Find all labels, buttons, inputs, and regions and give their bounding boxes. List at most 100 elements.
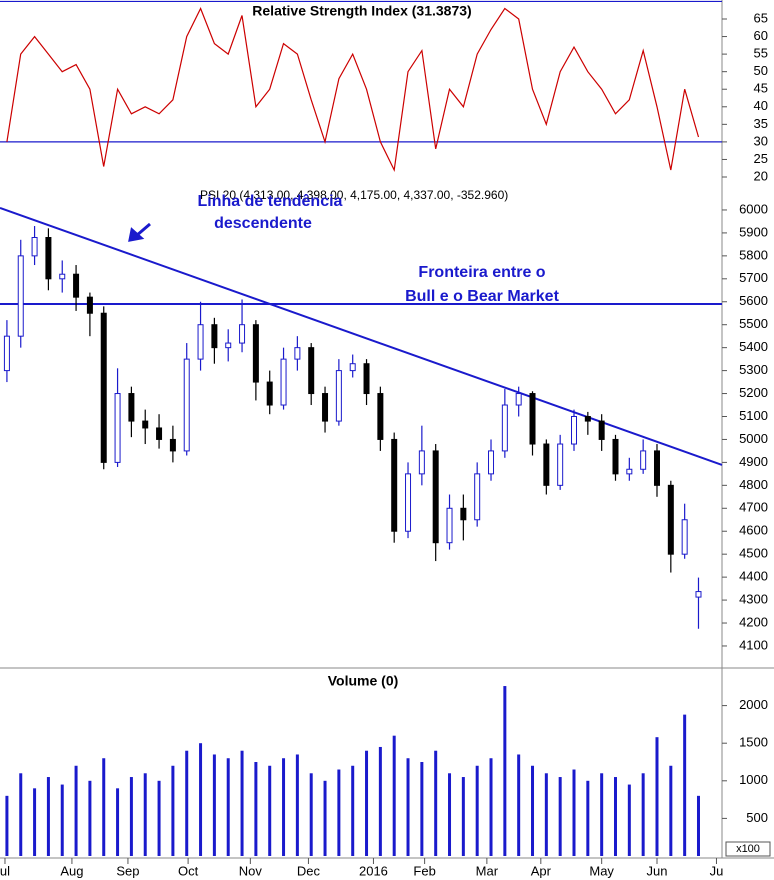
volume-bar: [282, 758, 286, 856]
y-tick-label: 2000: [739, 697, 768, 712]
volume-bar: [503, 686, 507, 856]
candle-body: [114, 393, 121, 463]
candle-body: [322, 393, 329, 422]
candle-body: [280, 358, 287, 406]
candle-body: [598, 420, 605, 440]
unit-box: [725, 841, 771, 857]
volume-bar: [88, 780, 92, 856]
y-tick-label: 5400: [739, 339, 768, 354]
volume-bar: [295, 754, 299, 856]
volume-bar: [157, 780, 161, 856]
candle-body: [363, 363, 370, 395]
candle-body: [515, 393, 522, 406]
x-tick-label: Apr: [531, 863, 552, 878]
candle-body: [557, 443, 564, 486]
candle-body: [529, 393, 536, 445]
volume-bar: [378, 746, 382, 856]
volume-bar: [268, 765, 272, 856]
candle-body: [405, 473, 412, 532]
candle-body: [501, 404, 508, 452]
y-tick-label: 55: [754, 46, 768, 61]
candle-body: [571, 415, 578, 445]
y-tick-label: 4700: [739, 500, 768, 515]
volume-bar: [627, 784, 631, 856]
x-tick-label: Dec: [297, 863, 321, 878]
volume-bar: [586, 780, 590, 856]
candle-body: [225, 342, 232, 349]
volume-bar: [641, 773, 645, 856]
unit-label: x100: [736, 843, 760, 855]
y-tick-label: 5500: [739, 316, 768, 331]
volume-bar: [448, 773, 452, 856]
candle-body: [31, 237, 38, 257]
volume-bar: [337, 769, 341, 856]
annotation: Linha de tendência: [198, 193, 343, 210]
candle-body: [183, 358, 190, 452]
y-tick-label: 1500: [739, 735, 768, 750]
x-tick-label: Aug: [60, 863, 83, 878]
volume-bar: [406, 758, 410, 856]
x-tick-label: Sep: [116, 863, 139, 878]
volume-bar: [129, 777, 133, 856]
volume-bar: [461, 777, 465, 856]
y-tick-label: 4600: [739, 523, 768, 538]
y-tick-label: 1000: [739, 772, 768, 787]
candle-body: [349, 363, 356, 372]
candle-body: [612, 438, 619, 475]
y-tick-label: 4900: [739, 454, 768, 469]
candle-body: [142, 420, 149, 429]
candle-body: [446, 507, 453, 544]
candle-body: [73, 273, 80, 298]
candle-body: [308, 347, 315, 395]
candle-body: [667, 484, 674, 555]
volume-bar: [19, 773, 23, 856]
volume-bar: [655, 737, 659, 856]
y-tick-label: 5600: [739, 293, 768, 308]
volume-bar: [475, 765, 479, 856]
volume-bar: [199, 743, 203, 856]
volume-bar: [600, 773, 604, 856]
candle-body: [377, 393, 384, 440]
volume-bar: [669, 765, 673, 856]
volume-bar: [696, 795, 700, 856]
candle-body: [266, 381, 273, 406]
volume-bar: [60, 784, 64, 856]
y-tick-label: 4300: [739, 592, 768, 607]
volume-title: Volume (0): [328, 673, 399, 689]
volume-bar: [434, 750, 438, 856]
candle-body: [169, 438, 176, 452]
y-tick-label: 5700: [739, 270, 768, 285]
trend-line: [0, 206, 723, 466]
y-tick-label: 5300: [739, 362, 768, 377]
volume-bar: [613, 777, 617, 856]
y-tick-label: 40: [754, 98, 768, 113]
candle-body: [391, 438, 398, 532]
candle-body: [45, 237, 52, 280]
y-tick-label: 5100: [739, 408, 768, 423]
volume-bar: [489, 758, 493, 856]
candle-body: [335, 370, 342, 422]
volume-bar: [74, 765, 78, 856]
candle-body: [17, 255, 24, 337]
candle-body: [239, 324, 246, 344]
candle-body: [488, 450, 495, 475]
candle-body: [3, 335, 10, 372]
annotation-arrow: [128, 222, 151, 242]
x-tick-label: Feb: [413, 863, 435, 878]
volume-bar: [392, 735, 396, 856]
annotation: Fronteira entre o: [418, 264, 545, 281]
candle-body: [460, 507, 467, 521]
y-tick-label: 35: [754, 116, 768, 131]
y-tick-label: 50: [754, 63, 768, 78]
candle-body: [86, 296, 93, 314]
y-tick-label: 45: [754, 81, 768, 96]
y-tick-label: 4500: [739, 546, 768, 561]
y-tick-label: 4800: [739, 477, 768, 492]
volume-bar: [5, 795, 9, 856]
volume-bar: [171, 765, 175, 856]
candle-body: [418, 450, 425, 475]
y-tick-label: 20: [754, 168, 768, 183]
candle-body: [294, 347, 301, 360]
volume-bar: [240, 750, 244, 856]
